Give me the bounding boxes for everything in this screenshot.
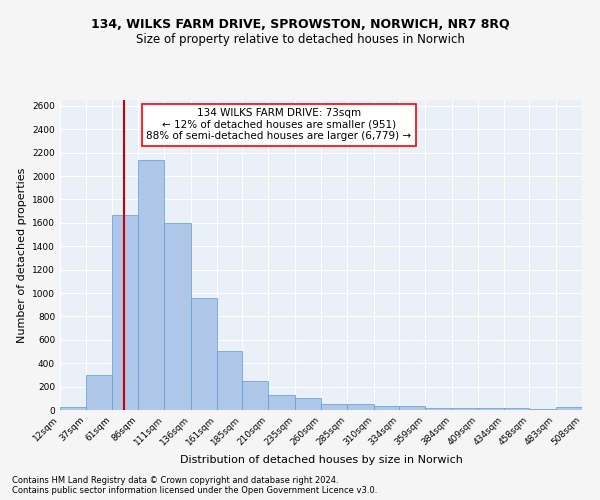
Text: Size of property relative to detached houses in Norwich: Size of property relative to detached ho… <box>136 32 464 46</box>
Bar <box>399 406 425 410</box>
Bar <box>374 406 399 410</box>
Text: Contains public sector information licensed under the Open Government Licence v3: Contains public sector information licen… <box>12 486 377 495</box>
Bar <box>191 298 217 410</box>
Bar <box>164 223 191 410</box>
Bar <box>138 160 164 410</box>
Bar <box>452 408 478 410</box>
Bar <box>60 407 86 410</box>
Bar <box>112 214 138 410</box>
Bar <box>347 404 374 410</box>
Bar <box>242 381 268 410</box>
Bar <box>86 375 112 410</box>
Bar <box>556 407 582 410</box>
Bar <box>504 408 529 410</box>
Y-axis label: Number of detached properties: Number of detached properties <box>17 168 26 342</box>
Bar <box>295 398 321 410</box>
Text: Contains HM Land Registry data © Crown copyright and database right 2024.: Contains HM Land Registry data © Crown c… <box>12 476 338 485</box>
X-axis label: Distribution of detached houses by size in Norwich: Distribution of detached houses by size … <box>179 456 463 466</box>
Text: 134, WILKS FARM DRIVE, SPROWSTON, NORWICH, NR7 8RQ: 134, WILKS FARM DRIVE, SPROWSTON, NORWIC… <box>91 18 509 30</box>
Bar <box>217 351 242 410</box>
Bar <box>478 408 504 410</box>
Bar <box>425 408 452 410</box>
Bar <box>268 396 295 410</box>
Text: 134 WILKS FARM DRIVE: 73sqm
← 12% of detached houses are smaller (951)
88% of se: 134 WILKS FARM DRIVE: 73sqm ← 12% of det… <box>146 108 412 142</box>
Bar <box>321 404 347 410</box>
